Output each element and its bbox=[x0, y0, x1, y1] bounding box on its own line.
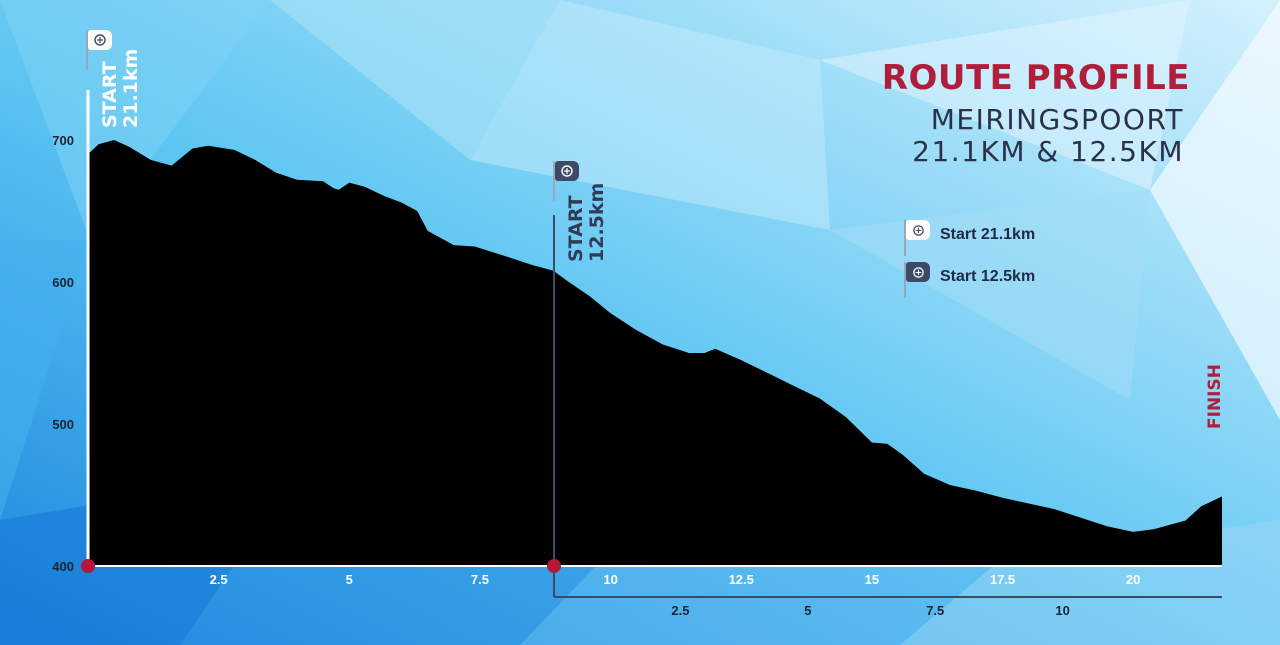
start-12km-flag-icon bbox=[553, 161, 579, 201]
start-12km-marker-dot bbox=[547, 559, 561, 573]
x-tick-label-12km: 7.5 bbox=[926, 603, 944, 618]
x-tick-label-21km: 12.5 bbox=[729, 572, 754, 587]
y-tick-label: 600 bbox=[52, 275, 74, 290]
legend-label-start-12km: Start 12.5km bbox=[940, 268, 1036, 285]
page-title: ROUTE PROFILE bbox=[881, 58, 1190, 98]
subtitle-line-2: 21.1KM & 12.5KM bbox=[912, 135, 1184, 168]
start-21km-marker-dot bbox=[81, 559, 95, 573]
y-tick-label: 500 bbox=[52, 417, 74, 432]
x-tick-label-21km: 17.5 bbox=[990, 572, 1015, 587]
page-subtitle: MEIRINGSPOORT 21.1KM & 12.5KM bbox=[912, 104, 1184, 168]
x-tick-label-21km: 2.5 bbox=[210, 572, 228, 587]
x-tick-label-21km: 10 bbox=[603, 572, 617, 587]
start-21km-flag-icon bbox=[86, 30, 112, 70]
x-tick-label-21km: 5 bbox=[346, 572, 353, 587]
navy-flag-icon bbox=[904, 262, 930, 298]
x-tick-label-21km: 20 bbox=[1126, 572, 1140, 587]
finish-label: FINISH bbox=[1205, 364, 1225, 429]
x-tick-label-12km: 10 bbox=[1055, 603, 1069, 618]
x-tick-label-12km: 5 bbox=[804, 603, 811, 618]
x-tick-label-21km: 15 bbox=[865, 572, 879, 587]
y-tick-label: 400 bbox=[52, 559, 74, 574]
legend-label-start-21km: Start 21.1km bbox=[940, 226, 1036, 243]
elevation-profile-area bbox=[88, 140, 1222, 566]
subtitle-line-1: MEIRINGSPOORT bbox=[930, 103, 1184, 136]
start-21km-label: START 21.1km bbox=[99, 48, 142, 128]
y-tick-label: 700 bbox=[52, 133, 74, 148]
x-tick-label-12km: 2.5 bbox=[671, 603, 689, 618]
x-tick-label-21km: 7.5 bbox=[471, 572, 489, 587]
white-flag-icon bbox=[904, 220, 930, 256]
start-12km-label: START 12.5km bbox=[565, 182, 608, 262]
